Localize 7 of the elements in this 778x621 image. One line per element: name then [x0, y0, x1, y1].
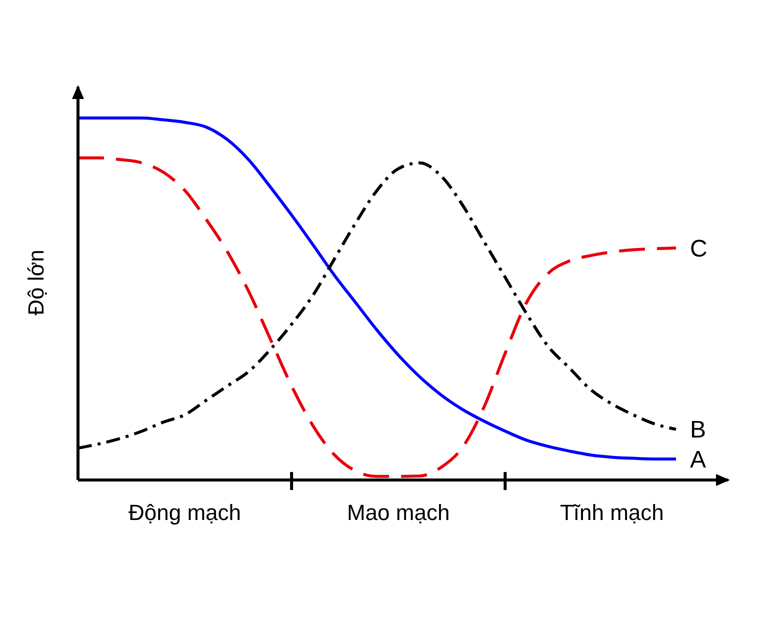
- x-tick-label: Mao mạch: [347, 500, 450, 525]
- series-label: B: [690, 416, 706, 444]
- y-axis-title: Độ lớn: [24, 250, 49, 316]
- series-label: A: [690, 446, 706, 474]
- x-tick-label: Động mạch: [128, 500, 242, 525]
- x-tick-label: Tĩnh mạch: [560, 500, 664, 525]
- series-label: C: [690, 235, 708, 262]
